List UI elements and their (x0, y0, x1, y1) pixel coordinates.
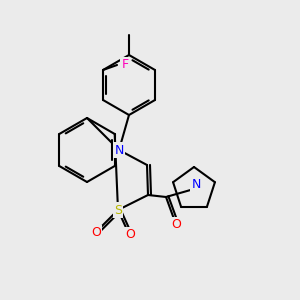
Text: O: O (171, 218, 181, 232)
Text: N: N (114, 143, 124, 157)
Text: S: S (114, 203, 122, 217)
Text: N: N (191, 178, 201, 190)
Text: F: F (122, 58, 129, 71)
Text: O: O (91, 226, 101, 239)
Text: O: O (125, 229, 135, 242)
